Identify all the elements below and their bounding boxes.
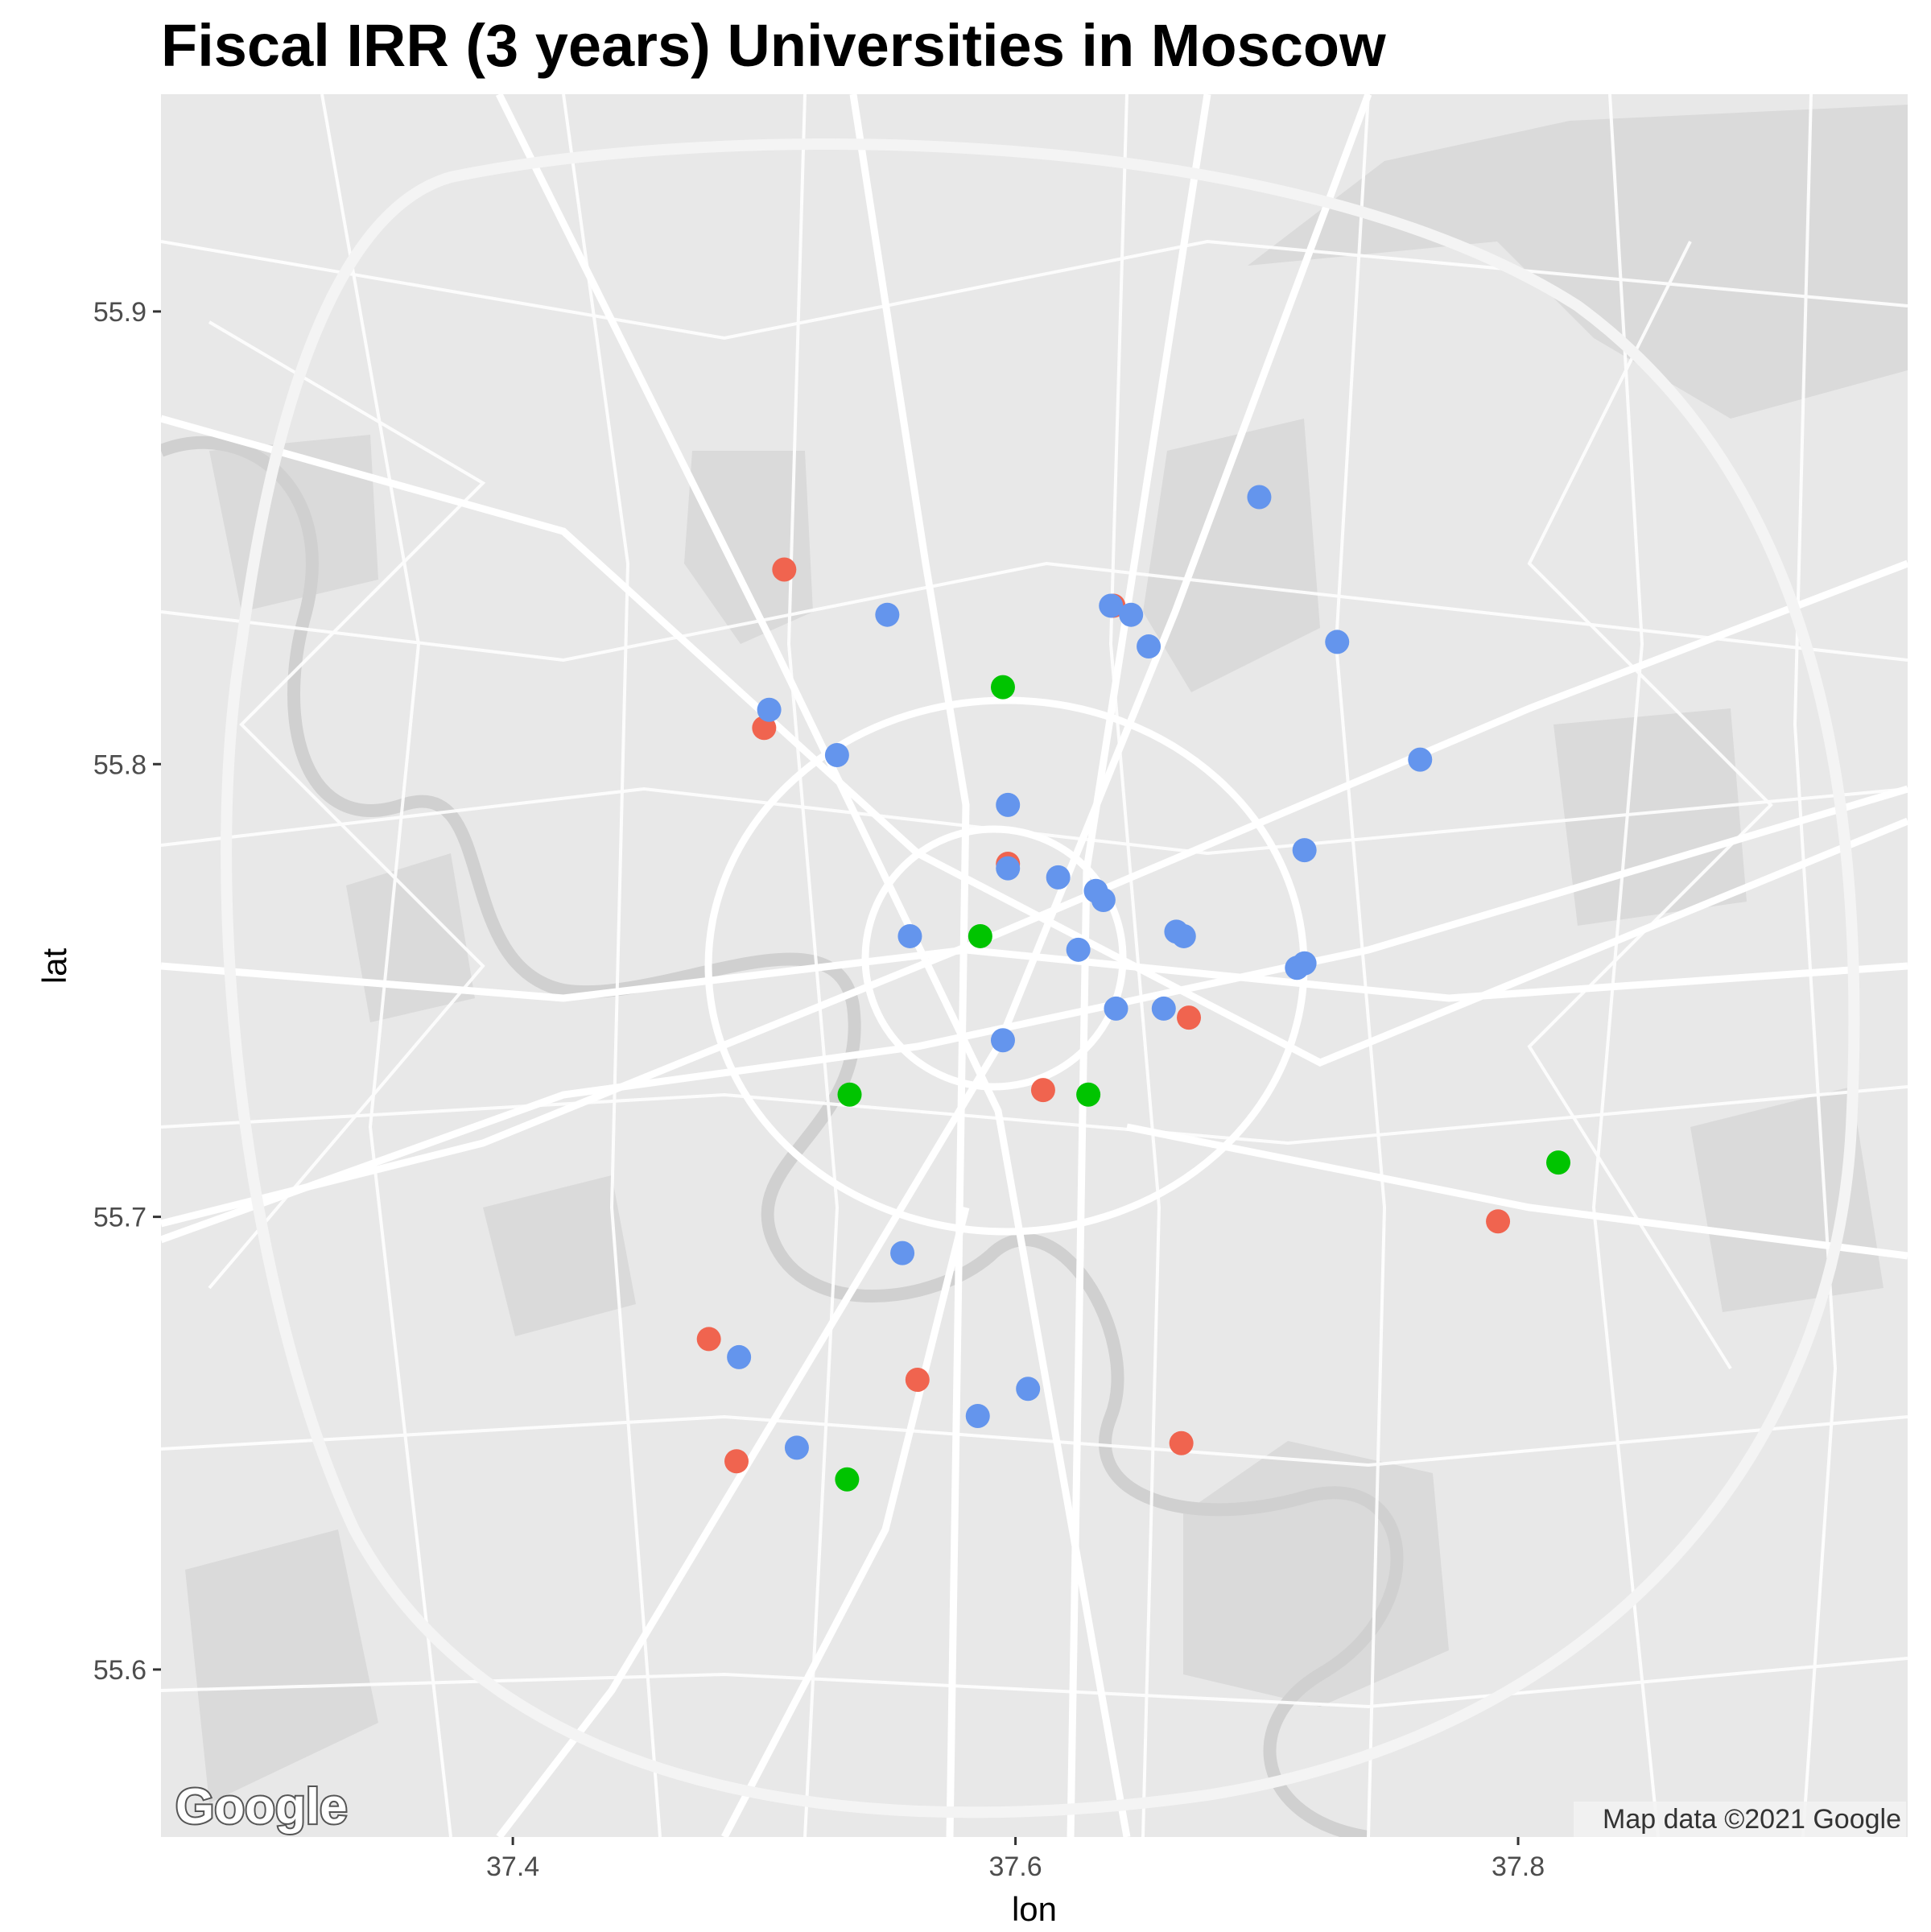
x-axis: 37.4 37.6 37.8 lon (486, 1837, 1545, 1928)
y-axis: 55.6 55.7 55.8 55.9 lat (35, 297, 161, 1686)
university-point-blue (1091, 887, 1116, 912)
university-point-green (835, 1467, 860, 1492)
university-point-red (1486, 1209, 1511, 1234)
university-point-blue (1119, 602, 1144, 627)
university-point-blue (1151, 996, 1176, 1021)
university-point-blue (996, 856, 1021, 881)
university-point-green (1546, 1150, 1570, 1175)
data-points (696, 485, 1570, 1492)
university-point-red (905, 1368, 930, 1393)
google-logo: Google (175, 1779, 348, 1835)
mkad-ring (221, 138, 1860, 1818)
x-tick-label: 37.8 (1492, 1852, 1545, 1882)
university-point-blue (875, 602, 900, 627)
y-tick-label: 55.9 (93, 297, 146, 328)
university-point-blue (1104, 996, 1128, 1021)
university-point-blue (727, 1344, 752, 1369)
university-point-blue (996, 792, 1021, 817)
university-point-blue (1292, 951, 1317, 976)
university-point-blue (1137, 634, 1161, 659)
university-point-red (696, 1327, 721, 1352)
university-point-blue (1325, 630, 1350, 654)
university-point-green (990, 675, 1015, 700)
university-point-blue (897, 923, 922, 948)
x-tick-label: 37.6 (988, 1852, 1042, 1882)
university-point-green (837, 1082, 862, 1107)
university-point-red (724, 1449, 749, 1474)
university-point-blue (990, 1028, 1015, 1053)
university-point-blue (1066, 937, 1091, 962)
river (161, 436, 1404, 1837)
university-point-blue (1408, 747, 1433, 772)
university-point-blue (757, 697, 782, 722)
y-tick-label: 55.7 (93, 1203, 146, 1233)
attribution-box (1574, 1802, 1906, 1837)
university-point-blue (784, 1435, 809, 1460)
university-point-red (752, 716, 777, 741)
minor-roads (161, 94, 1908, 1837)
university-point-green (1076, 1082, 1101, 1107)
basemap (161, 94, 1908, 1837)
university-point-blue (1292, 838, 1317, 863)
university-point-green (968, 923, 992, 948)
university-point-blue (1046, 865, 1071, 890)
university-point-blue (965, 1404, 990, 1429)
university-point-red (1030, 1078, 1055, 1103)
chart-title: Fiscal IRR (3 years) Universities in Mos… (161, 12, 1386, 79)
y-axis-title: lat (35, 947, 73, 984)
map-attribution: Map data ©2021 Google (1603, 1804, 1901, 1835)
y-tick-label: 55.6 (93, 1655, 146, 1686)
garden-ring (861, 825, 1127, 1091)
x-tick-label: 37.4 (486, 1852, 539, 1882)
university-point-blue (824, 743, 849, 768)
x-axis-title: lon (1012, 1890, 1057, 1928)
university-point-blue (890, 1241, 915, 1265)
university-point-red (1177, 1005, 1202, 1030)
university-point-red (772, 557, 797, 582)
university-point-blue (1099, 593, 1124, 618)
y-tick-label: 55.8 (93, 749, 146, 780)
university-point-blue (1247, 485, 1272, 510)
university-point-blue (1171, 923, 1196, 948)
university-point-blue (1016, 1377, 1041, 1402)
university-point-red (1169, 1430, 1194, 1455)
